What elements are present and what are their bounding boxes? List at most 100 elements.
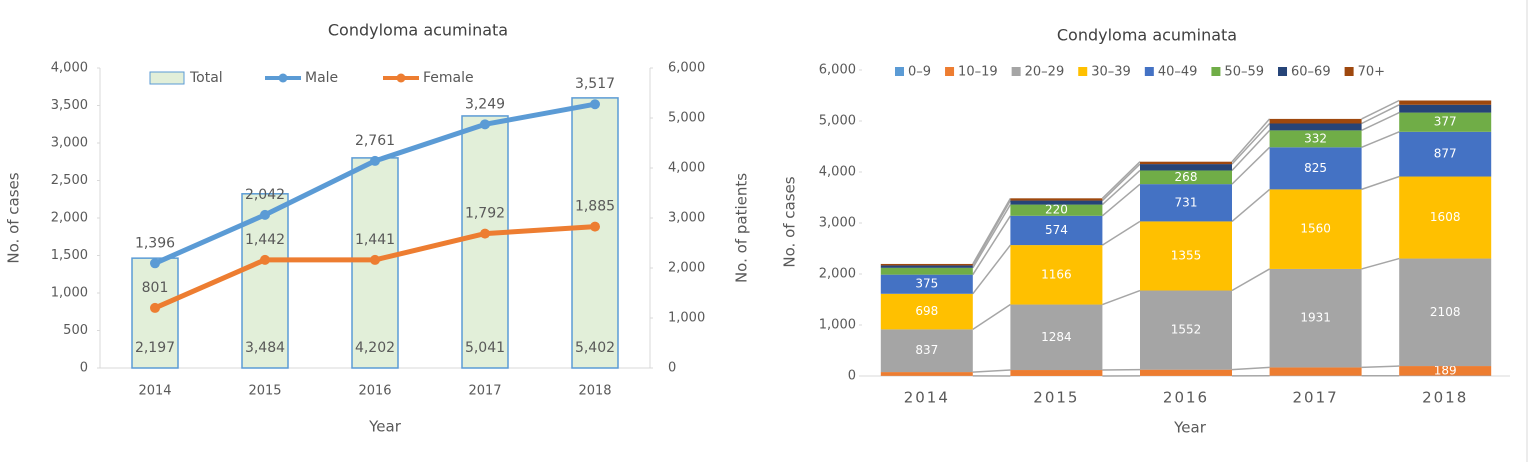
y2-tick-label: 3,000 [668,211,705,226]
value-label: 1552 [1171,323,1202,337]
series-line [1231,122,1271,165]
point [150,302,160,313]
x-tick-label: 2017 [468,384,501,399]
bar-segment [1399,100,1492,105]
y-tick-label: 0 [848,369,856,384]
bar-segment [1140,164,1232,171]
series-line [1102,289,1141,306]
value-label: 698 [915,304,938,318]
value-label: 731 [1175,195,1198,209]
point [480,119,490,130]
legend-label: 10–19 [958,65,998,80]
value-label: 837 [915,343,938,357]
y-tick-label: 500 [63,323,88,338]
bar-segment [1010,198,1103,201]
legend-swatch [396,73,406,83]
legend-label: Female [423,70,474,86]
point [260,209,270,220]
point [480,228,490,239]
x-tick-label: 2016 [1163,389,1209,407]
bar-segment [1269,130,1362,148]
legend-label: 30–39 [1091,65,1131,80]
value-label: 877 [1434,147,1457,161]
y2-tick-label: 4,000 [668,161,705,176]
x-tick-label: 2017 [1293,389,1339,407]
legend-swatch [1211,67,1221,76]
y2-tick-label: 2,000 [668,261,705,276]
x-axis-label: Year [1173,419,1207,437]
bar-segment [1010,370,1103,376]
series-line [1361,111,1400,132]
x-axis-label: Year [368,418,402,436]
value-label: 3,517 [575,76,615,92]
x-tick-label: 2016 [358,384,391,399]
legend-label: Male [305,70,338,86]
series-line [1361,175,1400,191]
y-tick-label: 4,000 [819,165,856,180]
series-line [1101,161,1141,199]
y-tick-label: 2,000 [819,267,856,282]
bar-segment [1399,131,1492,177]
series-line [1231,146,1271,185]
legend-swatch [149,71,185,85]
series-line [1231,268,1270,292]
y-tick-label: 1,500 [51,248,88,263]
chart-title: Condyloma acuminata [328,21,508,40]
bar-segment [1140,221,1232,291]
bar-segment [1399,112,1492,132]
bar-segment [880,265,973,268]
legend-swatch [1278,67,1288,76]
legend-label: 60–69 [1291,65,1331,80]
bar-segment [1269,189,1362,269]
y-axis-label: No. of cases [5,172,23,263]
bar-segment [880,372,973,376]
point [590,99,600,110]
value-label: 2108 [1430,305,1461,319]
bar-segment [1010,245,1103,305]
legend-label: Total [189,70,223,86]
bar [461,115,509,369]
series-line [1361,99,1400,120]
bar-segment [1140,184,1232,222]
value-label: 1166 [1041,267,1072,281]
y-tick-label: 1,000 [51,286,88,301]
series-line [1361,104,1400,125]
value-label: 1608 [1430,210,1461,224]
bar-segment [1269,118,1362,124]
y-tick-label: 0 [80,361,88,376]
chart-title: Condyloma acuminata [1057,26,1237,45]
series-line [972,215,1012,276]
point [370,155,380,166]
value-label: 2,042 [245,187,285,203]
bar [571,97,619,369]
value-label: 574 [1045,223,1068,237]
value-label: 1,792 [465,206,505,222]
series-line [972,244,1011,295]
legend-swatch [945,67,955,76]
bar-segment [1269,147,1362,190]
bar-segment [880,274,973,294]
series-line [972,303,1011,331]
bar-segment [880,329,973,373]
y-tick-label: 6,000 [819,63,856,78]
value-label: 189 [1434,363,1457,377]
value-label: 1,442 [245,232,285,248]
series-line [1361,257,1400,270]
legend-label: 0–9 [908,65,931,80]
series-line [1231,129,1271,171]
y-tick-label: 3,000 [51,136,88,151]
value-label: 1355 [1171,248,1202,262]
series-line [972,200,1012,266]
series-line [972,369,1011,373]
bar-segment [1399,366,1492,376]
y-tick-label: 1,000 [819,318,856,333]
series-line [1231,366,1270,371]
bar-segment [1010,215,1103,246]
legend-swatch [1078,67,1088,76]
value-label: 1,441 [355,232,395,248]
point [590,221,600,232]
y-tick-label: 2,000 [51,211,88,226]
bar-segment [1010,200,1103,205]
point [370,254,380,265]
legend-swatch [895,67,904,76]
